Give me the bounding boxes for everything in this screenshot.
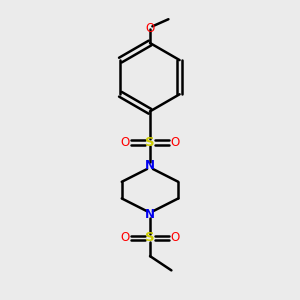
Text: S: S — [145, 136, 155, 149]
Text: O: O — [146, 22, 154, 35]
Text: O: O — [120, 136, 129, 149]
Text: N: N — [145, 159, 155, 172]
Text: O: O — [171, 231, 180, 244]
Text: N: N — [145, 208, 155, 221]
Text: O: O — [171, 136, 180, 149]
Text: O: O — [120, 231, 129, 244]
Text: S: S — [145, 231, 155, 244]
